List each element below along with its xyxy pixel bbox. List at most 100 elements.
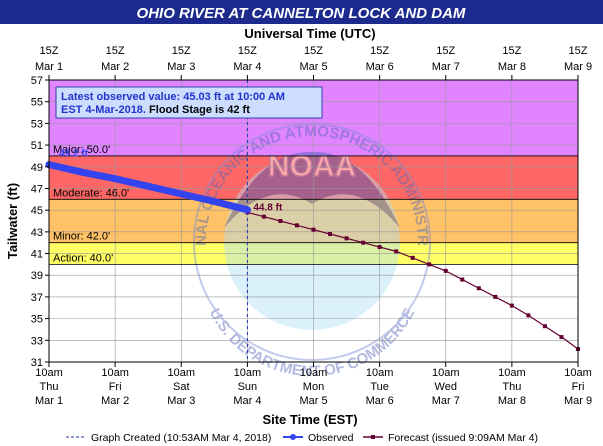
y-axis-ticks: 31 33 35 37 39 41 43 45 47 49 51 53 55 57	[31, 75, 49, 369]
observed-point-6	[243, 206, 251, 214]
top-tick-date-3: Mar 4	[233, 61, 261, 73]
forecast-point-13	[460, 277, 465, 282]
forecast-point-15	[493, 294, 498, 299]
latest-value-box-bg	[55, 86, 323, 119]
latest-value-line2: EST 4-Mar-2018. Flood Stage is 42 ft	[61, 104, 250, 116]
top-tick-hour-6: 15Z	[436, 45, 455, 57]
top-tick-date-7: Mar 8	[498, 61, 526, 73]
top-tick-hour-5: 15Z	[370, 45, 389, 57]
latest-value-line1: Latest observed value: 45.03 ft at 10:00…	[61, 91, 285, 103]
bottom-axis-ticks: 10am Thu Mar 1 10am Fri Mar 2 10am Sat Mar 3 10am…	[35, 362, 592, 407]
bottom-tick-day-0: Thu	[40, 381, 59, 393]
y-tick-label-10: 51	[31, 140, 43, 152]
bottom-tick-date-2: Mar 3	[167, 395, 195, 407]
forecast-point-14	[476, 286, 481, 291]
forecast-point-5	[328, 232, 333, 237]
y-tick-label-9: 49	[31, 162, 43, 174]
bottom-tick-day-3: Sun	[238, 381, 258, 393]
top-tick-date-5: Mar 6	[366, 61, 394, 73]
observed-point-2	[111, 175, 119, 183]
y-tick-label-7: 45	[31, 205, 43, 217]
forecast-point-17	[526, 313, 531, 318]
stage-band-label-1: Minor: 42.0'	[53, 231, 110, 243]
legend-forecast-label: Forecast (issued 9:09AM Mar 4)	[388, 432, 538, 444]
top-axis-ticks: 15Z Mar 1 15Z Mar 2 15Z Mar 3 15Z Mar 4 15Z Mar 5…	[35, 45, 592, 80]
legend-observed-marker	[290, 434, 296, 440]
latest-value-line2-date: EST 4-Mar-2018.	[61, 104, 146, 116]
stage-band-label-2: Moderate: 46.0'	[53, 187, 129, 199]
bottom-tick-date-4: Mar 5	[299, 395, 327, 407]
bottom-axis-title: Site Time (EST)	[262, 412, 357, 427]
observed-point-4	[177, 190, 185, 198]
forecast-point-4	[311, 227, 316, 232]
forecast-start-label: 44.8 ft	[253, 202, 283, 213]
observed-point-5	[210, 197, 218, 205]
top-tick-hour-7: 15Z	[502, 45, 521, 57]
observed-point-1	[78, 168, 86, 176]
top-tick-date-2: Mar 3	[167, 61, 195, 73]
bottom-tick-time-6: 10am	[432, 367, 460, 379]
forecast-point-8	[377, 245, 382, 250]
watermark-circle-inner	[224, 154, 400, 330]
top-tick-hour-2: 15Z	[172, 45, 191, 57]
top-tick-hour-3: 15Z	[238, 45, 257, 57]
bottom-tick-day-2: Sat	[173, 381, 190, 393]
latest-value-line2-flood: Flood Stage is 42 ft	[146, 104, 250, 116]
bottom-tick-date-6: Mar 7	[432, 395, 460, 407]
top-tick-hour-0: 15Z	[40, 45, 59, 57]
legend-created-label: Graph Created (10:53AM Mar 4, 2018)	[91, 432, 271, 444]
y-tick-label-3: 37	[31, 292, 43, 304]
top-tick-date-1: Mar 2	[101, 61, 129, 73]
bottom-tick-day-5: Tue	[370, 381, 389, 393]
bottom-tick-day-8: Fri	[572, 381, 585, 393]
stage-band-label-3: Major: 50.0'	[53, 144, 110, 156]
y-tick-label-4: 39	[31, 270, 43, 282]
legend-observed-label: Observed	[308, 432, 354, 444]
watermark-bird-shape	[224, 151, 400, 228]
y-tick-label-1: 33	[31, 335, 43, 347]
forecast-point-1	[261, 214, 266, 219]
stage-band-labels: Action: 40.0' Minor: 42.0' Moderate: 46.0'…	[49, 144, 578, 265]
forecast-point-18	[542, 324, 547, 329]
bottom-tick-time-7: 10am	[498, 367, 526, 379]
legend-forecast-marker	[371, 435, 375, 439]
observed-start-label: 49.2 ft	[59, 149, 89, 160]
forecast-point-10	[410, 255, 415, 260]
bottom-tick-day-4: Mon	[303, 381, 324, 393]
data-series: 44.8 ft 49.2 ft	[45, 149, 580, 351]
bottom-tick-date-0: Mar 1	[35, 395, 63, 407]
y-tick-label-13: 57	[31, 75, 43, 87]
title-bar	[0, 0, 603, 24]
forecast-point-16	[509, 303, 514, 308]
bottom-tick-time-5: 10am	[366, 367, 394, 379]
forecast-point-6	[344, 236, 349, 241]
bottom-tick-time-4: 10am	[300, 367, 328, 379]
bottom-tick-time-8: 10am	[564, 367, 592, 379]
latest-value-box: Latest observed value: 45.03 ft at 10:00…	[55, 86, 323, 119]
bottom-tick-date-5: Mar 6	[366, 395, 394, 407]
bottom-tick-day-1: Fri	[109, 381, 122, 393]
bottom-tick-day-7: Thu	[502, 381, 521, 393]
top-tick-hour-4: 15Z	[304, 45, 323, 57]
forecast-point-9	[394, 249, 399, 254]
forecast-point-7	[361, 240, 366, 245]
bottom-tick-time-3: 10am	[234, 367, 262, 379]
bottom-tick-date-7: Mar 8	[498, 395, 526, 407]
y-tick-label-2: 35	[31, 314, 43, 326]
y-axis-title: Tailwater (ft)	[5, 183, 20, 259]
y-tick-label-6: 43	[31, 227, 43, 239]
top-tick-hour-1: 15Z	[106, 45, 125, 57]
top-tick-date-0: Mar 1	[35, 61, 63, 73]
y-tick-label-8: 47	[31, 183, 43, 195]
stage-band-label-0: Action: 40.0'	[53, 252, 113, 264]
bottom-tick-time-0: 10am	[35, 367, 63, 379]
top-tick-date-4: Mar 5	[299, 61, 327, 73]
observed-point-3	[144, 182, 152, 190]
bottom-tick-date-8: Mar 9	[564, 395, 592, 407]
legend: Graph Created (10:53AM Mar 4, 2018) Obse…	[66, 432, 538, 444]
top-tick-date-8: Mar 9	[564, 61, 592, 73]
y-tick-label-5: 41	[31, 249, 43, 261]
forecast-point-3	[294, 223, 299, 228]
bottom-tick-time-1: 10am	[101, 367, 129, 379]
